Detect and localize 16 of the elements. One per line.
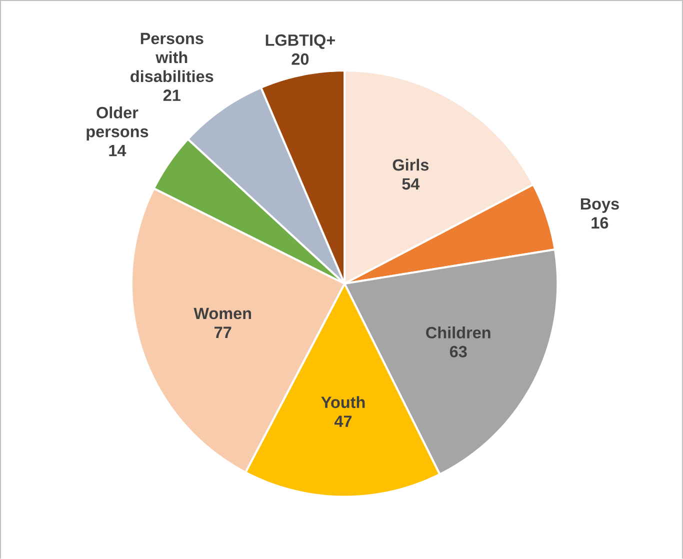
slice-label: Children <box>426 326 490 338</box>
slice-label: Older persons <box>86 106 148 140</box>
slice-label: Women <box>194 308 252 320</box>
slice-label: Boys <box>580 198 619 213</box>
data-label: 16 <box>592 217 608 228</box>
data-label: 54 <box>402 178 420 190</box>
slice-label: Youth <box>321 396 365 408</box>
data-label: 14 <box>109 144 126 156</box>
slice-label: LGBTIQ+ <box>266 34 335 49</box>
slice-label: Persons with disabilities <box>130 32 214 82</box>
data-label: 77 <box>214 326 232 338</box>
slice-label: Girls <box>392 158 429 171</box>
data-label: 20 <box>292 53 309 65</box>
data-label: 47 <box>334 416 352 427</box>
data-label: 63 <box>450 346 467 358</box>
data-label: 21 <box>163 89 180 101</box>
